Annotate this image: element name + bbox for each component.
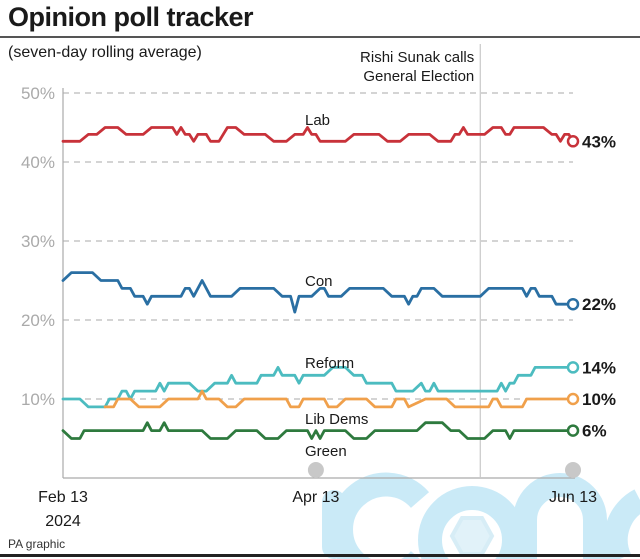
event-marker: Rishi Sunak calls General Election <box>360 44 481 478</box>
series-line-lib-dems <box>103 389 575 409</box>
x-tick-marker <box>307 462 324 478</box>
end-marker-green <box>566 424 580 437</box>
bottom-rule <box>0 554 640 557</box>
annotation-text: General Election <box>363 68 474 85</box>
end-value-label: 6% <box>582 422 607 441</box>
series-line-lab <box>61 126 575 143</box>
title-rule <box>0 36 640 38</box>
y-tick-label: 30% <box>21 232 55 251</box>
series-lines <box>61 126 580 440</box>
chart-subtitle: (seven-day rolling average) <box>8 44 202 61</box>
end-marker-lib-dems <box>566 392 580 406</box>
series-name-label: Lib Dems <box>305 411 368 428</box>
axes: 50% 40% 30% 20% 10% Feb 13 2024 Apr 13 Jun 13 <box>21 84 597 530</box>
end-value-label: 14% <box>582 358 616 377</box>
y-tick-label: 50% <box>21 84 55 103</box>
y-tick-label: 20% <box>21 311 55 330</box>
x-tick-label: Apr 13 <box>292 489 339 506</box>
labels: 43% Lab 22% Con 14% Reform 10% Lib Dems 6% Green <box>305 112 616 460</box>
series-line-green <box>61 421 575 440</box>
y-tick-label: 40% <box>21 153 55 172</box>
x-tick-label: Jun 13 <box>549 489 597 506</box>
end-value-label: 22% <box>582 295 616 314</box>
iconic-watermark-logo <box>322 472 640 559</box>
end-value-label: 10% <box>582 390 616 409</box>
end-marker-con <box>566 297 580 311</box>
series-name-label: Con <box>305 273 333 290</box>
x-tick-label: Feb 13 <box>38 489 88 506</box>
annotation-text: Rishi Sunak calls <box>360 49 474 66</box>
series-name-label: Reform <box>305 355 354 372</box>
series-line-con <box>61 271 575 314</box>
end-marker-lab <box>566 135 580 148</box>
end-value-label: 43% <box>582 132 616 151</box>
x-tick-marker <box>565 462 581 478</box>
x-tick-sublabel: 2024 <box>45 513 81 530</box>
series-name-label: Lab <box>305 112 330 129</box>
y-tick-label: 10% <box>21 390 55 409</box>
series-name-label: Green <box>305 443 347 460</box>
chart-title: Opinion poll tracker <box>8 2 254 32</box>
series-line-reform <box>61 366 575 409</box>
end-marker-reform <box>566 361 580 374</box>
source-credit: PA graphic <box>8 537 66 551</box>
